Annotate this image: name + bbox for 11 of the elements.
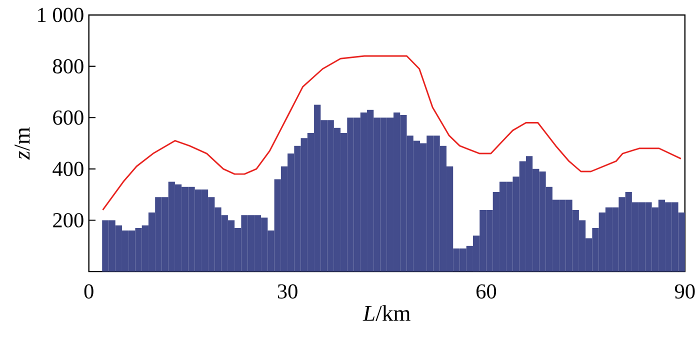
y-tick-label: 600 <box>53 110 84 125</box>
y-tick-label: 200 <box>53 212 84 228</box>
x-tick-label: 60 <box>476 284 496 298</box>
x-axis-title: L/km <box>362 304 410 321</box>
x-tick-label: 30 <box>278 284 298 298</box>
y-axis-title: z/m <box>14 127 30 160</box>
x-tick-label: 90 <box>674 284 695 298</box>
y-tick-label: 1 000 <box>38 8 84 22</box>
x-tick-label: 0 <box>84 284 94 298</box>
y-tick-label: 400 <box>52 162 84 176</box>
y-tick-label: 800 <box>53 58 84 74</box>
